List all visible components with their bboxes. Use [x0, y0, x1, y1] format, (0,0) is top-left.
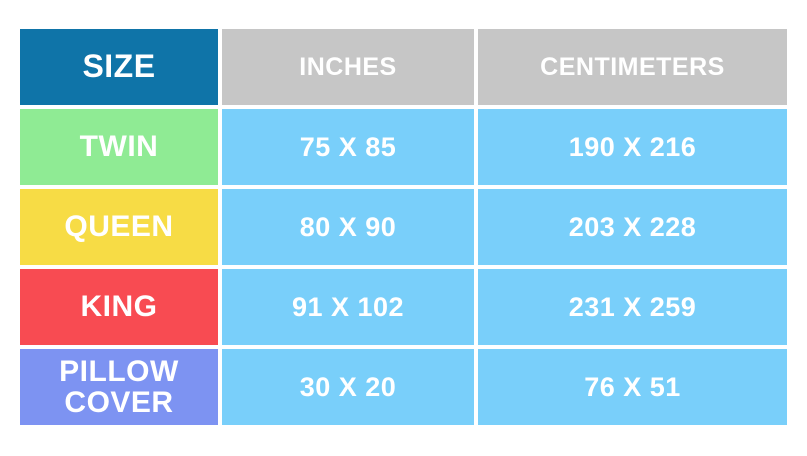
twin-inches-value: 75 X 85 — [222, 109, 474, 185]
queen-inches-value: 80 X 90 — [222, 189, 474, 265]
twin-centimeters-value: 190 X 216 — [478, 109, 787, 185]
size-conversion-table: SIZE INCHES CENTIMETERS TWIN 75 X 85 190… — [20, 29, 787, 425]
row-label-queen: QUEEN — [20, 189, 218, 265]
row-label-pillow-cover: PILLOW COVER — [20, 349, 218, 425]
row-label-king: KING — [20, 269, 218, 345]
row-label-twin: TWIN — [20, 109, 218, 185]
king-inches-value: 91 X 102 — [222, 269, 474, 345]
header-cell-centimeters: CENTIMETERS — [478, 29, 787, 105]
king-centimeters-value: 231 X 259 — [478, 269, 787, 345]
header-cell-size: SIZE — [20, 29, 218, 105]
pillow-cover-inches-value: 30 X 20 — [222, 349, 474, 425]
header-cell-inches: INCHES — [222, 29, 474, 105]
pillow-cover-centimeters-value: 76 X 51 — [478, 349, 787, 425]
queen-centimeters-value: 203 X 228 — [478, 189, 787, 265]
